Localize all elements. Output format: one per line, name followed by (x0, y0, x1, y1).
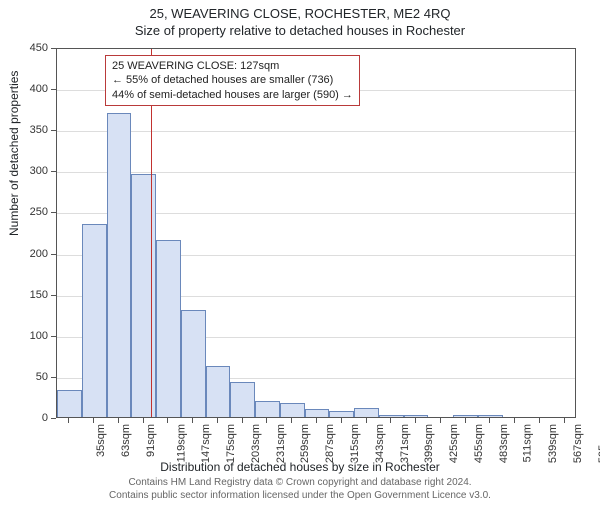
xtick-label: 455sqm (473, 424, 485, 463)
ytick-label: 100 (16, 330, 56, 342)
xtick-mark (143, 418, 144, 423)
annotation-line: 44% of semi-detached houses are larger (… (112, 88, 353, 102)
histogram-bar (379, 415, 404, 417)
xtick-label: 425sqm (448, 424, 460, 463)
ytick-label: 400 (16, 83, 56, 95)
xtick-label: 539sqm (547, 424, 559, 463)
xtick-mark (93, 418, 94, 423)
xtick-label: 315sqm (349, 424, 361, 463)
ytick-label: 50 (16, 371, 56, 383)
xtick-mark (341, 418, 342, 423)
histogram-bar (305, 409, 330, 417)
xtick-mark (291, 418, 292, 423)
xtick-mark (167, 418, 168, 423)
xtick-mark (390, 418, 391, 423)
xtick-mark (192, 418, 193, 423)
xtick-label: 119sqm (175, 424, 187, 462)
xtick-mark (366, 418, 367, 423)
ytick-label: 0 (16, 412, 56, 424)
histogram-bar (230, 382, 255, 417)
xtick-mark (440, 418, 441, 423)
xtick-mark (217, 418, 218, 423)
histogram-bar (156, 240, 181, 417)
histogram-bar (329, 411, 354, 417)
annotation-line: ← 55% of detached houses are smaller (73… (112, 73, 353, 87)
xtick-label: 287sqm (324, 424, 336, 463)
xtick-label: 203sqm (250, 424, 262, 463)
xtick-label: 399sqm (423, 424, 435, 463)
annotation-box: 25 WEAVERING CLOSE: 127sqm← 55% of detac… (105, 55, 360, 106)
ytick-label: 300 (16, 165, 56, 177)
xtick-mark (539, 418, 540, 423)
histogram-bar (354, 408, 379, 417)
ytick-label: 200 (16, 248, 56, 260)
xtick-mark (564, 418, 565, 423)
ytick-label: 450 (16, 42, 56, 54)
xtick-mark (118, 418, 119, 423)
histogram-bar (404, 415, 429, 417)
xtick-label: 63sqm (120, 424, 132, 457)
xtick-mark (489, 418, 490, 423)
histogram-bar (107, 113, 132, 417)
xtick-mark (415, 418, 416, 423)
xtick-label: 511sqm (522, 424, 534, 462)
histogram-bar (57, 390, 82, 417)
xtick-label: 343sqm (374, 424, 386, 463)
xtick-mark (514, 418, 515, 423)
histogram-bar (478, 415, 503, 417)
footer-attribution: Contains HM Land Registry data © Crown c… (0, 477, 600, 502)
xtick-label: 371sqm (399, 424, 411, 463)
xtick-mark (316, 418, 317, 423)
histogram-bar (82, 224, 107, 417)
xtick-label: 175sqm (225, 424, 237, 463)
histogram-bar (453, 415, 478, 417)
page-title-address: 25, WEAVERING CLOSE, ROCHESTER, ME2 4RQ (0, 6, 600, 21)
footer-line-1: Contains HM Land Registry data © Crown c… (0, 477, 600, 490)
chart-container: 25 WEAVERING CLOSE: 127sqm← 55% of detac… (56, 48, 576, 418)
ytick-label: 150 (16, 289, 56, 301)
xtick-label: 483sqm (498, 424, 510, 463)
xtick-label: 91sqm (145, 424, 157, 457)
xtick-label: 567sqm (572, 424, 584, 463)
histogram-bar (255, 401, 280, 417)
histogram-bar (280, 403, 305, 417)
ytick-label: 350 (16, 124, 56, 136)
xtick-mark (68, 418, 69, 423)
xtick-label: 35sqm (95, 424, 107, 457)
gridline (57, 172, 575, 173)
page-subtitle: Size of property relative to detached ho… (0, 23, 600, 38)
footer-line-2: Contains public sector information licen… (0, 490, 600, 503)
histogram-bar (181, 310, 206, 417)
histogram-bar (131, 174, 156, 417)
histogram-bar (206, 366, 231, 417)
annotation-line: 25 WEAVERING CLOSE: 127sqm (112, 59, 353, 73)
y-ticks (50, 48, 56, 418)
xtick-label: 147sqm (201, 424, 213, 463)
xtick-mark (465, 418, 466, 423)
xtick-mark (266, 418, 267, 423)
x-axis-label: Distribution of detached houses by size … (0, 460, 600, 474)
gridline (57, 131, 575, 132)
xtick-label: 259sqm (300, 424, 312, 463)
xtick-mark (242, 418, 243, 423)
plot-area: 25 WEAVERING CLOSE: 127sqm← 55% of detac… (56, 48, 576, 418)
xtick-label: 231sqm (275, 424, 287, 463)
ytick-label: 250 (16, 206, 56, 218)
